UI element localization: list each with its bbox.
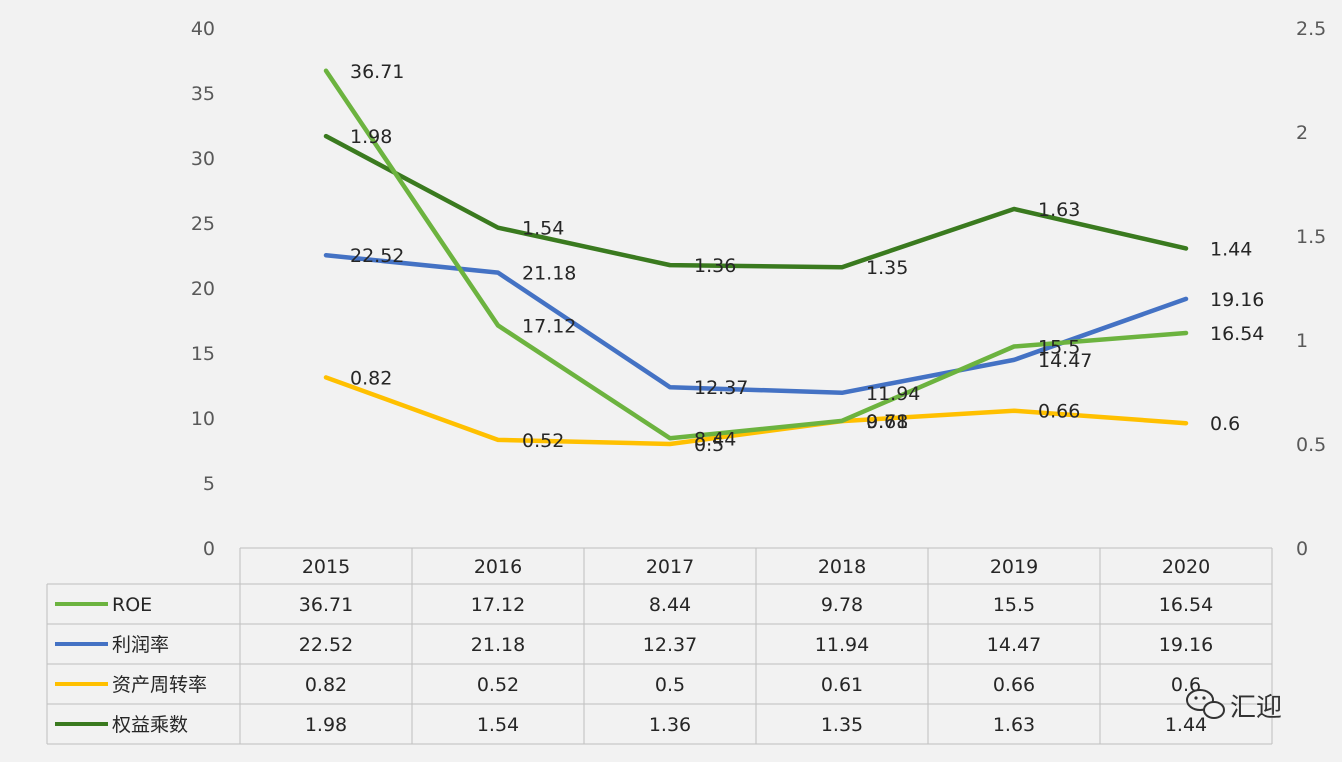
table-cell: 36.71	[299, 594, 353, 616]
right-tick-label: 0.5	[1296, 434, 1326, 456]
data-label: 14.47	[1038, 350, 1092, 372]
data-label: 22.52	[350, 245, 404, 267]
table-cell: 21.18	[471, 634, 525, 656]
table-cell: 0.5	[655, 674, 685, 696]
category-label: 2016	[474, 556, 522, 578]
table-cell: 1.63	[993, 714, 1035, 736]
data-label: 11.94	[866, 383, 920, 405]
left-tick-label: 40	[191, 18, 215, 40]
category-label: 2017	[646, 556, 694, 578]
series-line	[323, 252, 1189, 396]
table-cell: 12.37	[643, 634, 697, 656]
data-label: 16.54	[1210, 323, 1264, 345]
category-label: 2020	[1162, 556, 1210, 578]
data-label: 19.16	[1210, 289, 1264, 311]
category-label: 2015	[302, 556, 350, 578]
table-cell: 1.36	[649, 714, 691, 736]
left-tick-label: 15	[191, 343, 215, 365]
table-cell: 1.44	[1165, 714, 1207, 736]
legend-label: 资产周转率	[112, 674, 207, 696]
data-label: 0.82	[350, 367, 392, 389]
watermark-text: 汇迎	[1230, 693, 1282, 723]
series-line	[323, 133, 1189, 270]
data-label: 12.37	[694, 377, 748, 399]
right-tick-label: 2.5	[1296, 18, 1326, 40]
data-table: 2015 2016 2017 2018 2019 2020 ROE 36.71 17.12 8.4…	[46, 547, 1273, 745]
table-cell: 0.52	[477, 674, 519, 696]
data-label: 1.36	[694, 255, 736, 277]
left-tick-label: 20	[191, 278, 215, 300]
table-cell: 1.54	[477, 714, 519, 736]
left-tick-label: 0	[203, 538, 215, 560]
right-tick-label: 1.5	[1296, 226, 1326, 248]
wechat-icon	[1186, 689, 1225, 719]
table-cell: 19.16	[1159, 634, 1213, 656]
left-axis: 0 5 10 15 20 25 30 35 40	[191, 18, 215, 560]
right-tick-label: 0	[1296, 538, 1308, 560]
table-cell: 15.5	[993, 594, 1035, 616]
category-label: 2019	[990, 556, 1038, 578]
data-label: 1.98	[350, 126, 392, 148]
table-cell: 0.61	[821, 674, 863, 696]
table-cell: 9.78	[821, 594, 863, 616]
data-label: 1.44	[1210, 238, 1252, 260]
table-cell: 14.47	[987, 634, 1041, 656]
table-cell: 1.98	[305, 714, 347, 736]
right-tick-label: 2	[1296, 122, 1308, 144]
left-tick-label: 30	[191, 148, 215, 170]
data-label: 8.44	[694, 428, 736, 450]
table-cell: 22.52	[299, 634, 353, 656]
category-label: 2018	[818, 556, 866, 578]
table-cell: 8.44	[649, 594, 691, 616]
legend-label: ROE	[112, 594, 152, 616]
right-tick-label: 1	[1296, 330, 1308, 352]
left-tick-label: 5	[203, 473, 215, 495]
data-label: 1.35	[866, 257, 908, 279]
data-label: 0.61	[866, 411, 908, 433]
table-cell: 0.66	[993, 674, 1035, 696]
table-cell: 1.35	[821, 714, 863, 736]
legend-label: 利润率	[112, 634, 169, 656]
data-label: 15.5	[1038, 337, 1080, 359]
table-cell: 0.6	[1171, 674, 1201, 696]
data-label: 36.71	[350, 61, 404, 83]
data-label: 1.63	[1038, 199, 1080, 221]
table-cell: 11.94	[815, 634, 869, 656]
series-line	[323, 375, 1189, 447]
legend-label: 权益乘数	[112, 714, 188, 736]
left-tick-label: 25	[191, 213, 215, 235]
data-label: 0.66	[1038, 401, 1080, 423]
plot-lines	[323, 68, 1189, 447]
right-axis: 0 0.5 1 1.5 2 2.5	[1296, 18, 1326, 560]
left-tick-label: 35	[191, 83, 215, 105]
table-cell: 0.82	[305, 674, 347, 696]
data-label: 0.52	[522, 430, 564, 452]
table-cell: 17.12	[471, 594, 525, 616]
table-cell: 16.54	[1159, 594, 1213, 616]
data-label: 17.12	[522, 315, 576, 337]
data-label: 1.54	[522, 218, 564, 240]
series-line	[323, 68, 1189, 441]
data-label: 0.6	[1210, 413, 1240, 435]
data-label: 0.5	[694, 434, 724, 456]
data-label: 9.78	[866, 411, 908, 433]
watermark: 汇迎	[1186, 689, 1282, 723]
data-label: 21.18	[522, 263, 576, 285]
data-labels: 36.71 17.12 8.44 9.78 15.5 16.54 22.52 21.18 12.…	[350, 61, 1264, 456]
left-tick-label: 10	[191, 408, 215, 430]
